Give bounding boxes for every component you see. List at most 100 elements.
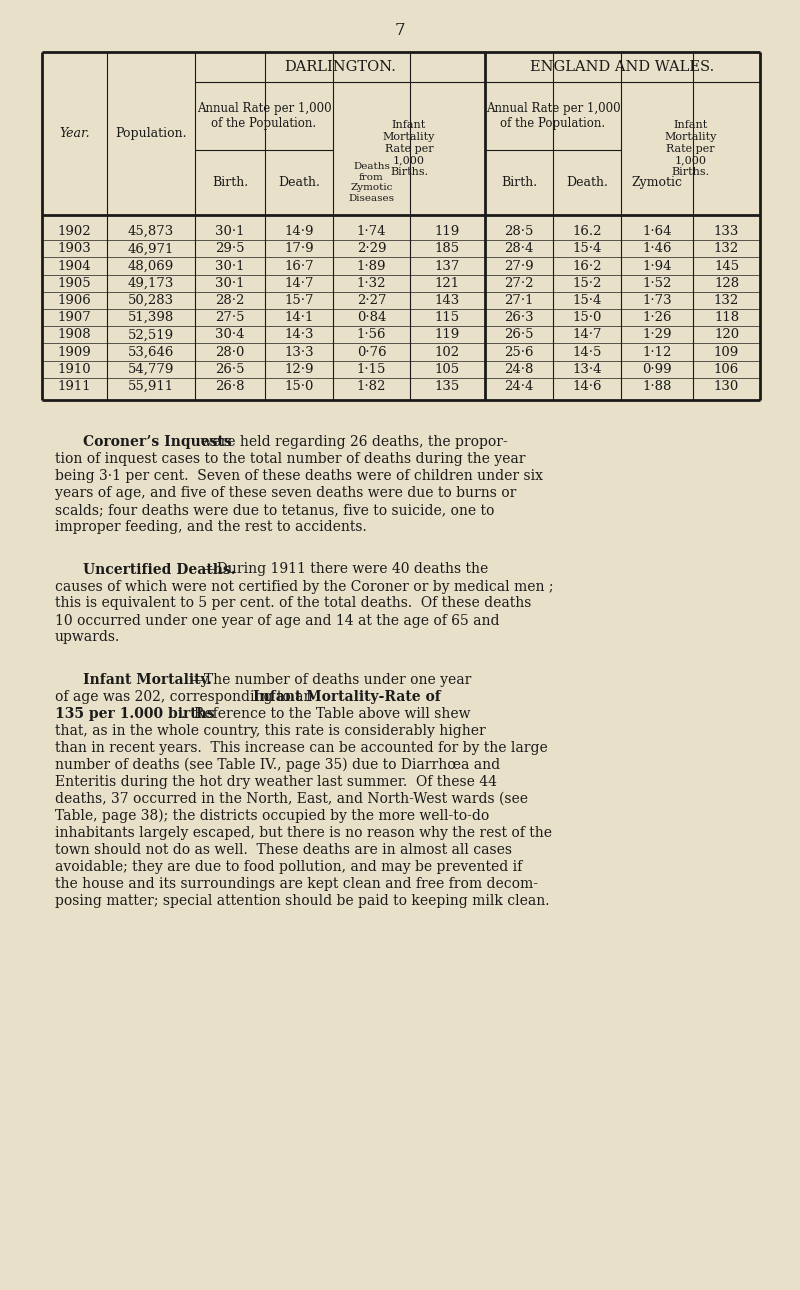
Text: 27·1: 27·1 bbox=[504, 294, 534, 307]
Text: 1·46: 1·46 bbox=[642, 243, 672, 255]
Text: 132: 132 bbox=[714, 243, 739, 255]
Text: 30·1: 30·1 bbox=[215, 276, 245, 290]
Text: 1·12: 1·12 bbox=[642, 346, 672, 359]
Text: 1906: 1906 bbox=[58, 294, 91, 307]
Text: upwards.: upwards. bbox=[55, 631, 120, 645]
Text: 28·5: 28·5 bbox=[504, 224, 534, 239]
Text: 14·7: 14·7 bbox=[572, 328, 602, 342]
Text: Birth.: Birth. bbox=[212, 175, 248, 190]
Text: Zymotic: Zymotic bbox=[631, 175, 682, 190]
Text: Enteritis during the hot dry weather last summer.  Of these 44: Enteritis during the hot dry weather las… bbox=[55, 775, 497, 789]
Text: 1903: 1903 bbox=[58, 243, 91, 255]
Text: 2·27: 2·27 bbox=[357, 294, 386, 307]
Text: 2·29: 2·29 bbox=[357, 243, 386, 255]
Text: Infant
Mortality
Rate per
1,000
Births.: Infant Mortality Rate per 1,000 Births. bbox=[664, 120, 717, 177]
Text: improper feeding, and the rest to accidents.: improper feeding, and the rest to accide… bbox=[55, 520, 366, 534]
Text: 28·2: 28·2 bbox=[215, 294, 245, 307]
Text: 0·76: 0·76 bbox=[357, 346, 386, 359]
Text: 55,911: 55,911 bbox=[128, 379, 174, 393]
Text: inhabitants largely escaped, but there is no reason why the rest of the: inhabitants largely escaped, but there i… bbox=[55, 826, 552, 840]
Text: Deaths
from
Zymotic
Diseases: Deaths from Zymotic Diseases bbox=[349, 163, 394, 203]
Text: 1·82: 1·82 bbox=[357, 379, 386, 393]
Text: 1908: 1908 bbox=[58, 328, 91, 342]
Text: —During 1911 there were 40 deaths the: —During 1911 there were 40 deaths the bbox=[202, 562, 488, 577]
Text: 16·7: 16·7 bbox=[284, 259, 314, 272]
Text: 29·5: 29·5 bbox=[215, 243, 245, 255]
Text: Birth.: Birth. bbox=[501, 175, 537, 190]
Text: 1907: 1907 bbox=[58, 311, 91, 324]
Text: 48,069: 48,069 bbox=[128, 259, 174, 272]
Text: 14·6: 14·6 bbox=[572, 379, 602, 393]
Text: 132: 132 bbox=[714, 294, 739, 307]
Text: 15·4: 15·4 bbox=[572, 294, 602, 307]
Text: of age was 202, corresponding to an: of age was 202, corresponding to an bbox=[55, 690, 317, 704]
Text: that, as in the whole country, this rate is considerably higher: that, as in the whole country, this rate… bbox=[55, 724, 486, 738]
Text: 1·64: 1·64 bbox=[642, 224, 672, 239]
Text: scalds; four deaths were due to tetanus, five to suicide, one to: scalds; four deaths were due to tetanus,… bbox=[55, 503, 494, 517]
Text: Infant Mortality-Rate of: Infant Mortality-Rate of bbox=[253, 690, 441, 704]
Text: 54,779: 54,779 bbox=[128, 362, 174, 375]
Text: years of age, and five of these seven deaths were due to burns or: years of age, and five of these seven de… bbox=[55, 486, 516, 501]
Text: 15·7: 15·7 bbox=[284, 294, 314, 307]
Text: 27·5: 27·5 bbox=[215, 311, 245, 324]
Text: 12·9: 12·9 bbox=[284, 362, 314, 375]
Text: 185: 185 bbox=[435, 243, 460, 255]
Text: 1·32: 1·32 bbox=[357, 276, 386, 290]
Text: 24·8: 24·8 bbox=[504, 362, 534, 375]
Text: 26·3: 26·3 bbox=[504, 311, 534, 324]
Text: 133: 133 bbox=[714, 224, 739, 239]
Text: 7: 7 bbox=[394, 22, 406, 39]
Text: 45,873: 45,873 bbox=[128, 224, 174, 239]
Text: 17·9: 17·9 bbox=[284, 243, 314, 255]
Text: DARLINGTON.: DARLINGTON. bbox=[284, 61, 396, 74]
Text: 14·5: 14·5 bbox=[572, 346, 602, 359]
Text: being 3·1 per cent.  Seven of these deaths were of children under six: being 3·1 per cent. Seven of these death… bbox=[55, 470, 543, 482]
Text: 51,398: 51,398 bbox=[128, 311, 174, 324]
Text: 1909: 1909 bbox=[58, 346, 91, 359]
Text: 16·2: 16·2 bbox=[572, 259, 602, 272]
Text: Annual Rate per 1,000
of the Population.: Annual Rate per 1,000 of the Population. bbox=[486, 102, 620, 130]
Text: 0·99: 0·99 bbox=[642, 362, 672, 375]
Text: 1·29: 1·29 bbox=[642, 328, 672, 342]
Text: 15·0: 15·0 bbox=[572, 311, 602, 324]
Text: 26·5: 26·5 bbox=[504, 328, 534, 342]
Text: deaths, 37 occurred in the North, East, and North-West wards (see: deaths, 37 occurred in the North, East, … bbox=[55, 792, 528, 806]
Text: 1911: 1911 bbox=[58, 379, 91, 393]
Text: 130: 130 bbox=[714, 379, 739, 393]
Text: 46,971: 46,971 bbox=[128, 243, 174, 255]
Text: 135: 135 bbox=[435, 379, 460, 393]
Text: 121: 121 bbox=[435, 276, 460, 290]
Text: 106: 106 bbox=[714, 362, 739, 375]
Text: 25·6: 25·6 bbox=[504, 346, 534, 359]
Text: town should not do as well.  These deaths are in almost all cases: town should not do as well. These deaths… bbox=[55, 842, 512, 857]
Text: 24·4: 24·4 bbox=[504, 379, 534, 393]
Text: Population.: Population. bbox=[115, 126, 186, 141]
Text: Death.: Death. bbox=[566, 175, 608, 190]
Text: Year.: Year. bbox=[59, 126, 90, 141]
Text: Infant Mortality.: Infant Mortality. bbox=[83, 673, 212, 688]
Text: posing matter; special attention should be paid to keeping milk clean.: posing matter; special attention should … bbox=[55, 894, 550, 908]
Text: 115: 115 bbox=[435, 311, 460, 324]
Text: .  Reference to the Table above will shew: . Reference to the Table above will shew bbox=[181, 707, 470, 721]
Text: were held regarding 26 deaths, the propor-: were held regarding 26 deaths, the propo… bbox=[196, 435, 508, 449]
Text: 28·0: 28·0 bbox=[215, 346, 245, 359]
Text: 53,646: 53,646 bbox=[128, 346, 174, 359]
Text: 135 per 1.000 births: 135 per 1.000 births bbox=[55, 707, 214, 721]
Text: 13·3: 13·3 bbox=[284, 346, 314, 359]
Text: 14·9: 14·9 bbox=[284, 224, 314, 239]
Text: 1902: 1902 bbox=[58, 224, 91, 239]
Text: 26·5: 26·5 bbox=[215, 362, 245, 375]
Text: tion of inquest cases to the total number of deaths during the year: tion of inquest cases to the total numbe… bbox=[55, 451, 526, 466]
Text: 105: 105 bbox=[435, 362, 460, 375]
Text: 16.2: 16.2 bbox=[572, 224, 602, 239]
Text: 15·0: 15·0 bbox=[284, 379, 314, 393]
Text: this is equivalent to 5 per cent. of the total deaths.  Of these deaths: this is equivalent to 5 per cent. of the… bbox=[55, 596, 531, 610]
Text: 28·4: 28·4 bbox=[504, 243, 534, 255]
Text: 1·52: 1·52 bbox=[642, 276, 672, 290]
Text: number of deaths (see Table IV., page 35) due to Diarrhœa and: number of deaths (see Table IV., page 35… bbox=[55, 759, 500, 773]
Text: 1·73: 1·73 bbox=[642, 294, 672, 307]
Text: 109: 109 bbox=[714, 346, 739, 359]
Text: 1·89: 1·89 bbox=[357, 259, 386, 272]
Text: —The number of deaths under one year: —The number of deaths under one year bbox=[190, 673, 471, 688]
Text: 14·7: 14·7 bbox=[284, 276, 314, 290]
